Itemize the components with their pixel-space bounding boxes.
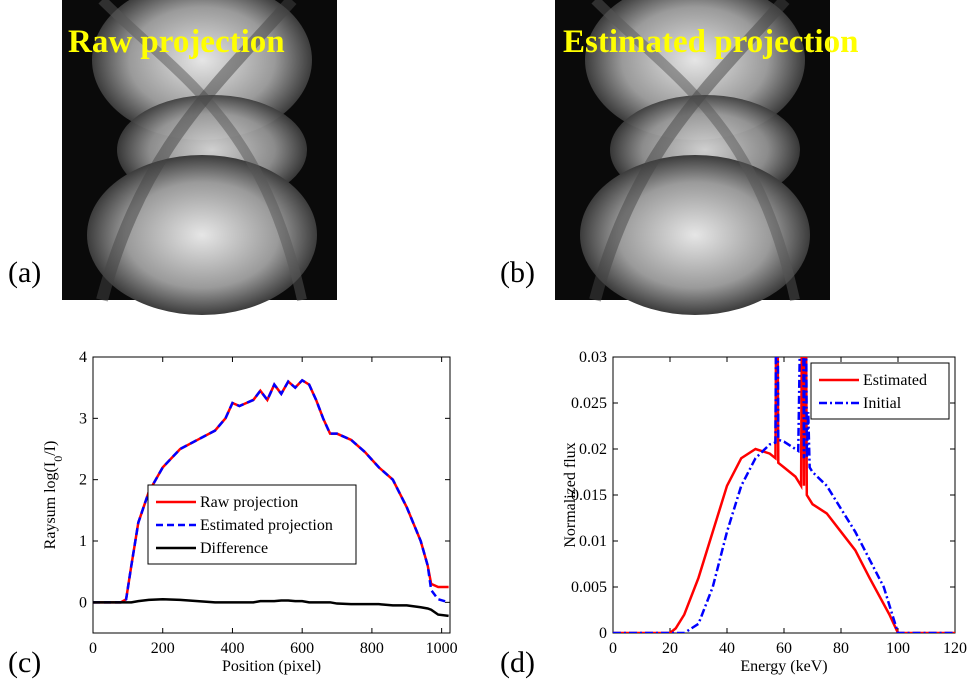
y-axis-label: Raysum log(I0/I) (42, 441, 65, 550)
image-title: Raw projection (68, 24, 285, 60)
x-tick-label: 0 (609, 640, 617, 657)
legend-label: Initial (863, 395, 902, 412)
y-tick-label: 2 (79, 472, 87, 489)
x-tick-label: 600 (290, 640, 314, 657)
legend-label: Estimated projection (200, 517, 333, 534)
x-tick-label: 60 (776, 640, 792, 657)
y-axis-label-part: Normalized flux (562, 442, 579, 547)
x-tick-label: 800 (360, 640, 384, 657)
legend-label: Raw projection (200, 494, 298, 511)
x-tick-label: 200 (151, 640, 175, 657)
y-tick-label: 0.025 (571, 395, 607, 412)
y-tick-label: 0.02 (579, 441, 607, 458)
y-axis-label-part: Raysum log(I (42, 462, 59, 550)
series-line (93, 598, 449, 618)
x-tick-label: 80 (833, 640, 849, 657)
series-line (93, 378, 449, 604)
y-tick-label: 0 (79, 594, 87, 611)
y-axis-label-part: 0 (51, 456, 65, 462)
legend-box (810, 362, 950, 420)
y-tick-label: 1 (79, 533, 87, 550)
axes-box (92, 356, 451, 634)
x-axis-label: Energy (keV) (740, 658, 827, 675)
y-tick-label: 0.01 (579, 533, 607, 550)
y-tick-label: 0.03 (579, 349, 607, 366)
x-tick-label: 120 (943, 640, 967, 657)
series-line (613, 357, 955, 633)
y-tick-label: 0 (599, 625, 607, 642)
y-tick-label: 0.005 (571, 579, 607, 596)
legend-label: Estimated (863, 372, 927, 389)
x-axis-label: Position (pixel) (222, 658, 321, 675)
panel-label: (a) (8, 256, 41, 289)
y-tick-label: 0.015 (571, 487, 607, 504)
x-tick-label: 400 (220, 640, 244, 657)
y-tick-label: 4 (79, 349, 87, 366)
x-tick-label: 1000 (426, 640, 458, 657)
panel-label: (b) (500, 256, 535, 289)
panel-label: (d) (500, 646, 535, 679)
x-tick-label: 0 (89, 640, 97, 657)
image-title: Estimated projection (563, 24, 858, 60)
panel-label: (c) (8, 646, 41, 679)
legend-label: Difference (200, 540, 268, 557)
y-axis-label-part: /I) (42, 441, 59, 456)
x-tick-label: 20 (662, 640, 678, 657)
x-tick-label: 40 (719, 640, 735, 657)
x-tick-label: 100 (886, 640, 910, 657)
y-tick-label: 3 (79, 410, 87, 427)
y-axis-label: Normalized flux (562, 442, 579, 547)
